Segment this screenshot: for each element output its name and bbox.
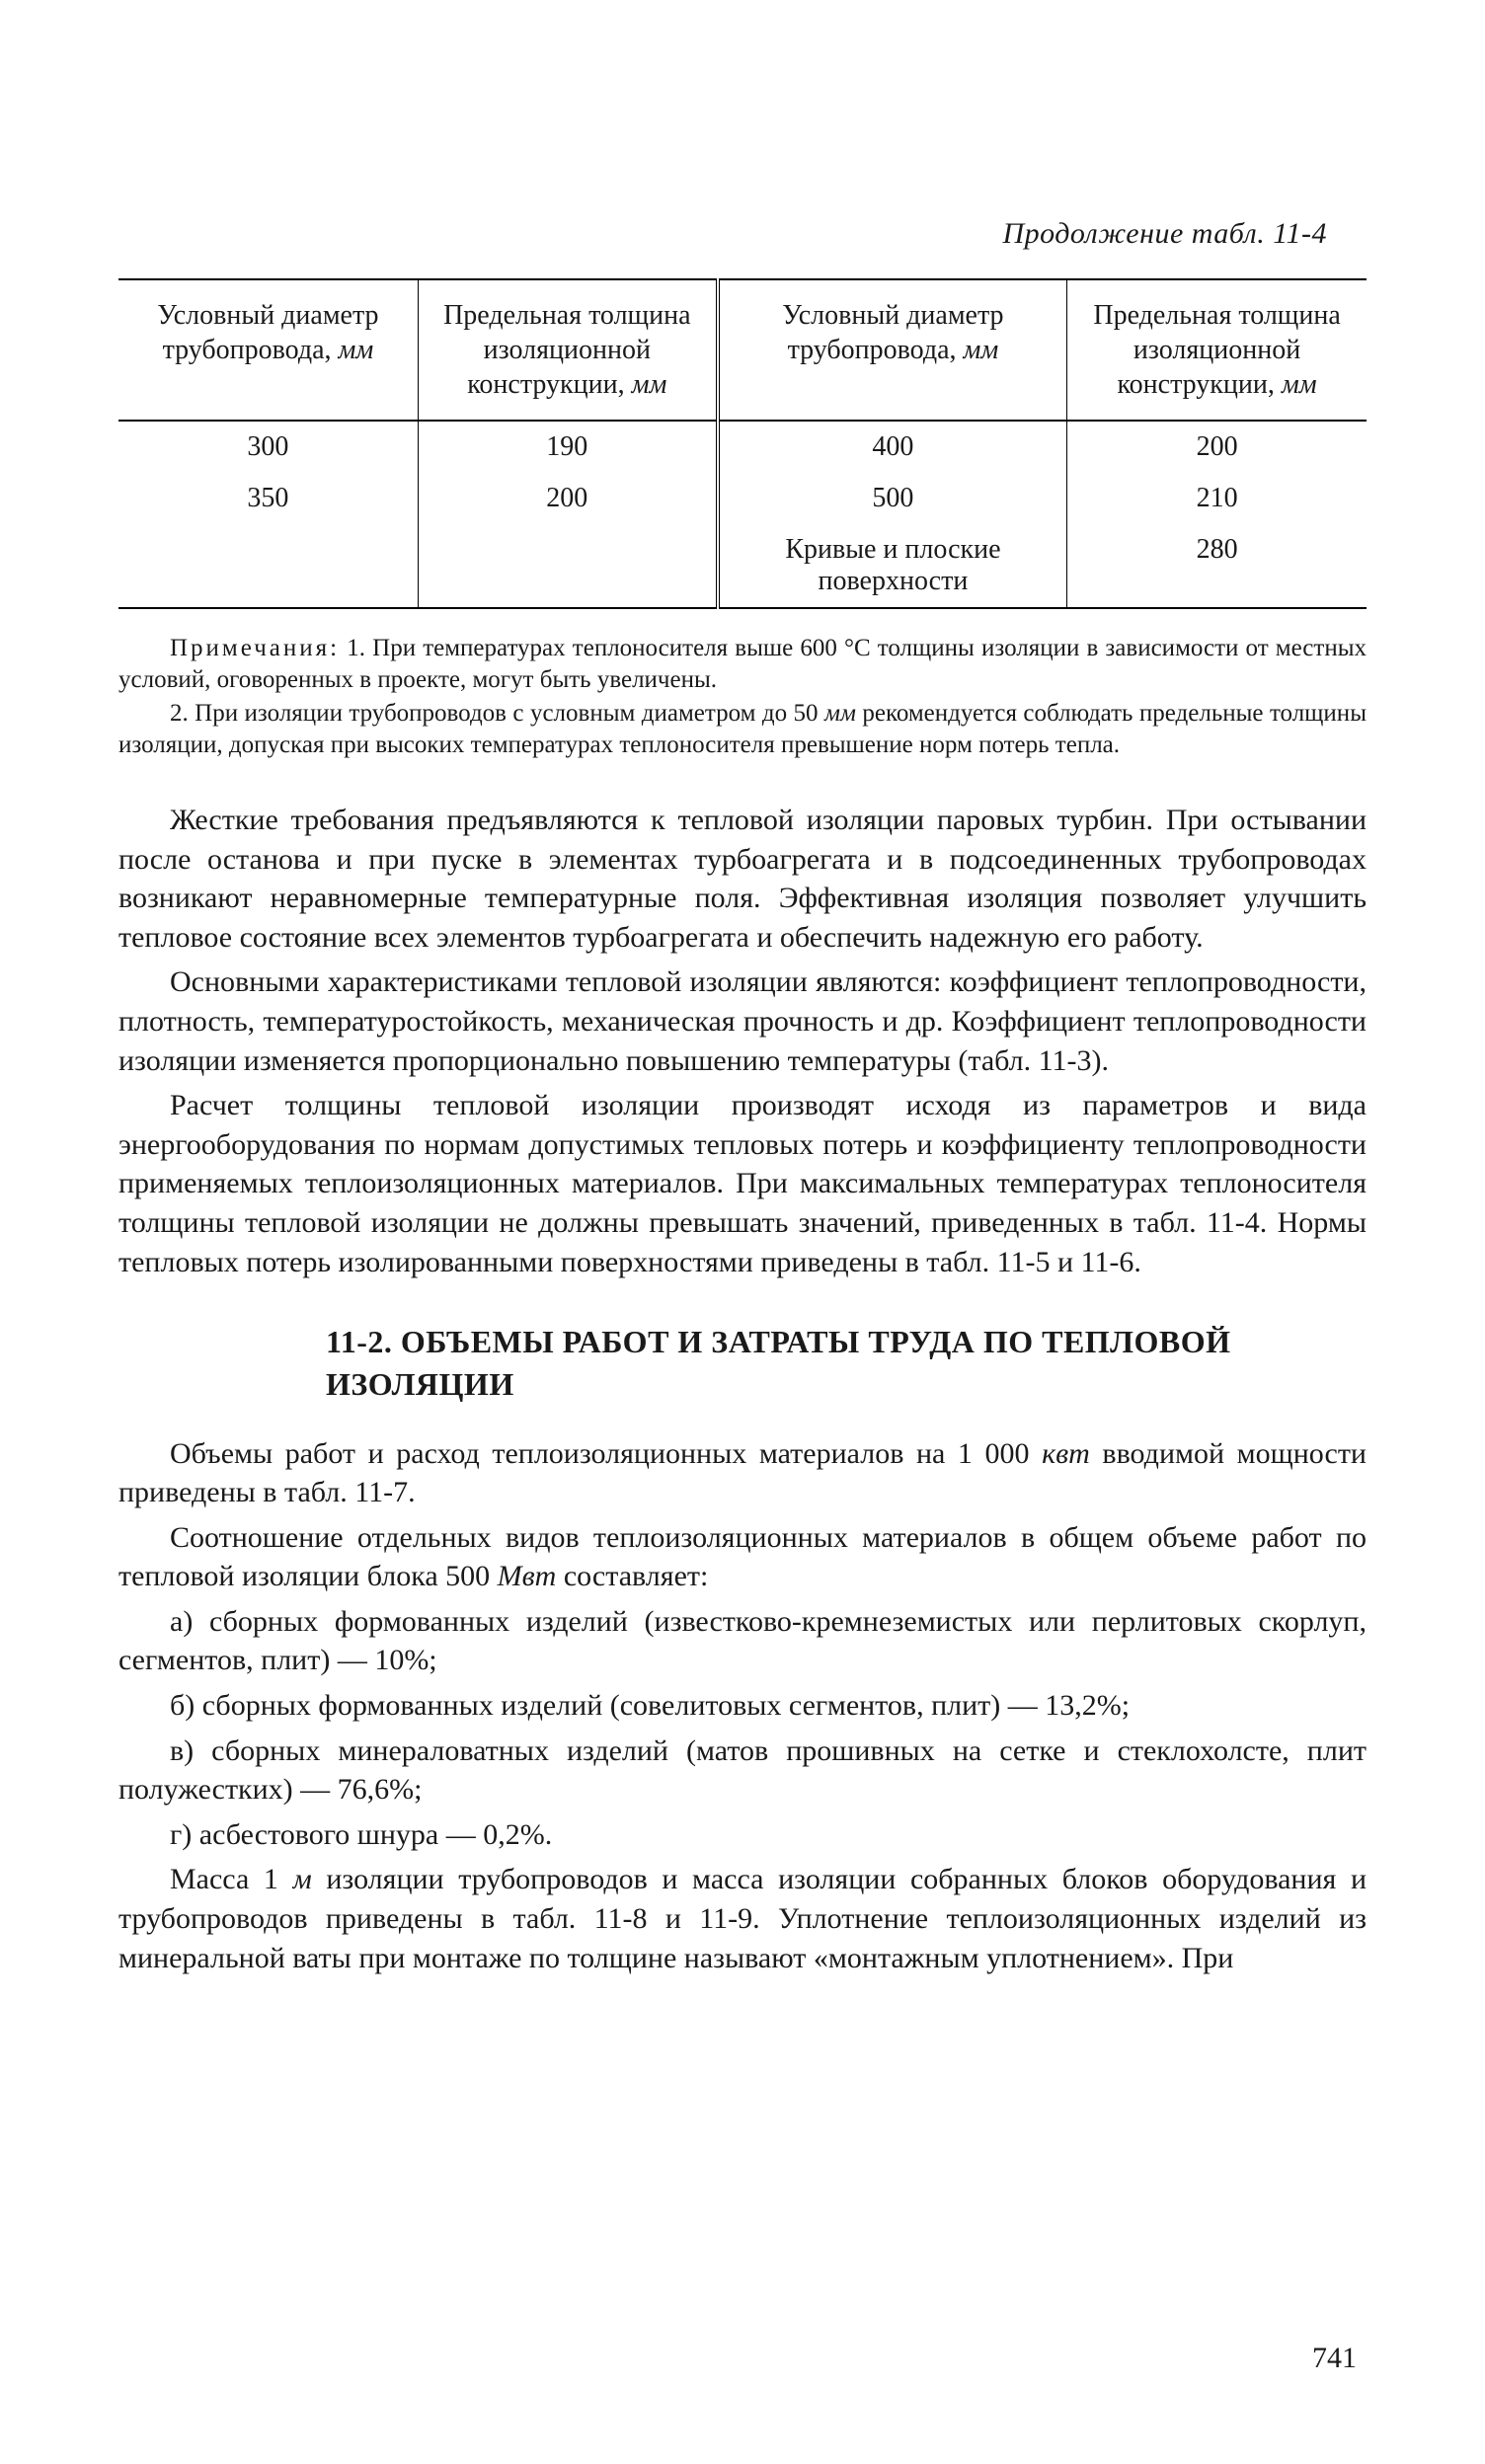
- table-row: 300 190 400 200: [118, 421, 1367, 473]
- list-item-d: г) асбестового шнура — 0,2%.: [118, 1815, 1367, 1855]
- table-cell: 500: [718, 473, 1067, 524]
- table-continuation-caption: Продолжение табл. 11-4: [118, 217, 1367, 251]
- table-cell: [118, 524, 418, 608]
- paragraph: Соотношение отдельных видов теплоизоляци…: [118, 1518, 1367, 1596]
- paragraph: Расчет толщины тепловой изоляции произво…: [118, 1086, 1367, 1281]
- table-header-4: Предельная тол­щина изоляцион­ной констр…: [1067, 279, 1367, 421]
- table-row: Кривые и плоские поверхности 280: [118, 524, 1367, 608]
- table-cell: 190: [418, 421, 717, 473]
- table-notes: Примечания: 1. При температурах теплонос…: [118, 633, 1367, 761]
- note-2-unit: мм: [824, 700, 856, 727]
- list-item-c: в) сборных минераловатных изделий (матов…: [118, 1732, 1367, 1810]
- table-cell: 200: [418, 473, 717, 524]
- table-row: 350 200 500 210: [118, 473, 1367, 524]
- table-cell: 350: [118, 473, 418, 524]
- note-2a: 2. При изоляции трубопроводов с условным…: [170, 700, 824, 727]
- table-11-4: Условный диа­метр трубопро­вода, мм Пред…: [118, 278, 1367, 609]
- list-item-a: а) сборных формованных изделий (известко…: [118, 1602, 1367, 1680]
- table-cell: 200: [1067, 421, 1367, 473]
- table-cell: [418, 524, 717, 608]
- paragraph: Основными характеристиками тепловой изол…: [118, 962, 1367, 1080]
- table-header-1: Условный диа­метр трубопро­вода, мм: [118, 279, 418, 421]
- paragraph: Жесткие требования предъявляются к тепло…: [118, 801, 1367, 957]
- table-cell: 400: [718, 421, 1067, 473]
- table-header-2: Предельная тол­щина изоляци­онной констр…: [418, 279, 717, 421]
- paragraph: Объемы работ и расход теплоизоляционных …: [118, 1434, 1367, 1512]
- section-body: Объемы работ и расход теплоизоляционных …: [118, 1434, 1367, 1978]
- table-cell: 210: [1067, 473, 1367, 524]
- table-cell: 300: [118, 421, 418, 473]
- section-heading-11-2: 11-2. ОБЪЕМЫ РАБОТ И ЗАТРАТЫ ТРУДА ПО ТЕ…: [118, 1321, 1367, 1406]
- body-text: Жесткие требования предъявляются к тепло…: [118, 801, 1367, 1281]
- page: Продолжение табл. 11-4 Условный диа­метр…: [0, 0, 1485, 2464]
- table-cell: Кривые и плоские поверхности: [718, 524, 1067, 608]
- page-number: 741: [1312, 2342, 1357, 2375]
- notes-lead: Примечания:: [170, 635, 340, 661]
- paragraph: Масса 1 м изоляции трубопроводов и масса…: [118, 1860, 1367, 1977]
- table-header-3: Условный диа­метр трубопро­вода, мм: [718, 279, 1067, 421]
- list-item-b: б) сборных формованных изделий (совелито…: [118, 1686, 1367, 1726]
- table-cell: 280: [1067, 524, 1367, 608]
